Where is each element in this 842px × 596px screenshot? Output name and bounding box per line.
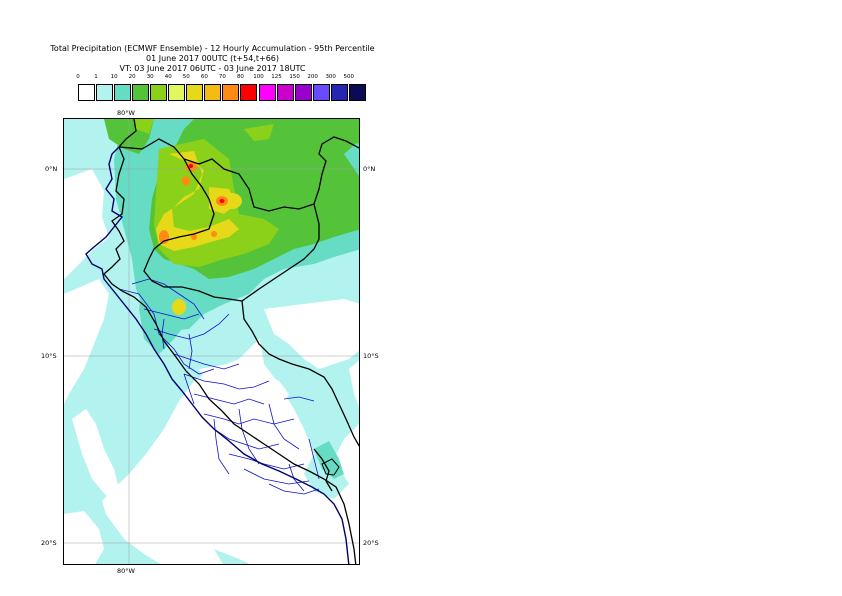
legend-swatch-7 [204, 84, 222, 101]
legend-label-9: 80 [236, 74, 244, 80]
graticule [64, 119, 359, 564]
legend-swatch-2 [114, 84, 132, 101]
left-latitude-label-10s: 10°S [41, 352, 57, 360]
precipitation-color-legend: 0 1 10 20 30 40 50 60 70 80 100 125 150 200 300 500 [70, 74, 370, 104]
legend-swatch-12 [294, 84, 312, 101]
legend-swatch-15 [348, 84, 366, 101]
legend-label-11: 125 [271, 74, 282, 80]
legend-label-14: 300 [325, 74, 336, 80]
right-latitude-label-20s: 20°S [363, 539, 379, 547]
legend-swatch-6 [186, 84, 204, 101]
valid-time: VT: 03 June 2017 06UTC - 03 June 2017 18… [119, 64, 306, 73]
legend-swatch-1 [96, 84, 114, 101]
legend-label-2: 10 [110, 74, 118, 80]
right-latitude-label-10s: 10°S [363, 352, 379, 360]
map-title: Total Precipitation (ECMWF Ensemble) - 1… [50, 44, 375, 53]
legend-label-13: 200 [307, 74, 318, 80]
forecast-base-time: 01 June 2017 00UTC (t+54,t+66) [146, 54, 279, 63]
legend-label-3: 20 [128, 74, 136, 80]
legend-swatch-8 [222, 84, 240, 101]
legend-label-0: 0 [76, 74, 80, 80]
legend-label-6: 50 [182, 74, 190, 80]
legend-label-8: 70 [218, 74, 226, 80]
legend-label-10: 100 [253, 74, 264, 80]
department-boundaries [118, 278, 320, 495]
legend-label-4: 30 [146, 74, 154, 80]
legend-swatch-5 [168, 84, 186, 101]
right-latitude-label-0: 0°N [363, 165, 376, 173]
precip-field-100mm [189, 164, 225, 203]
legend-swatch-13 [312, 84, 330, 101]
legend-swatch-3 [132, 84, 150, 101]
legend-swatch-14 [330, 84, 348, 101]
legend-label-1: 1 [94, 74, 98, 80]
legend-label-15: 500 [343, 74, 355, 80]
legend-swatch-4 [150, 84, 168, 101]
legend-swatch-9 [240, 84, 258, 101]
legend-swatch-10 [258, 84, 276, 101]
top-longitude-label: 80°W [117, 109, 135, 117]
legend-label-7: 60 [200, 74, 208, 80]
legend-swatch-0 [78, 84, 95, 101]
bottom-longitude-label: 80°W [117, 567, 135, 575]
precip-field-below-1mm [64, 169, 359, 564]
left-latitude-label-0: 0°N [45, 165, 58, 173]
legend-swatch-11 [276, 84, 294, 101]
left-latitude-label-20s: 20°S [41, 539, 57, 547]
coastline [85, 146, 350, 564]
legend-label-12: 150 [289, 74, 300, 80]
precipitation-map [63, 118, 360, 565]
country-borders [103, 119, 359, 564]
legend-label-5: 40 [164, 74, 172, 80]
